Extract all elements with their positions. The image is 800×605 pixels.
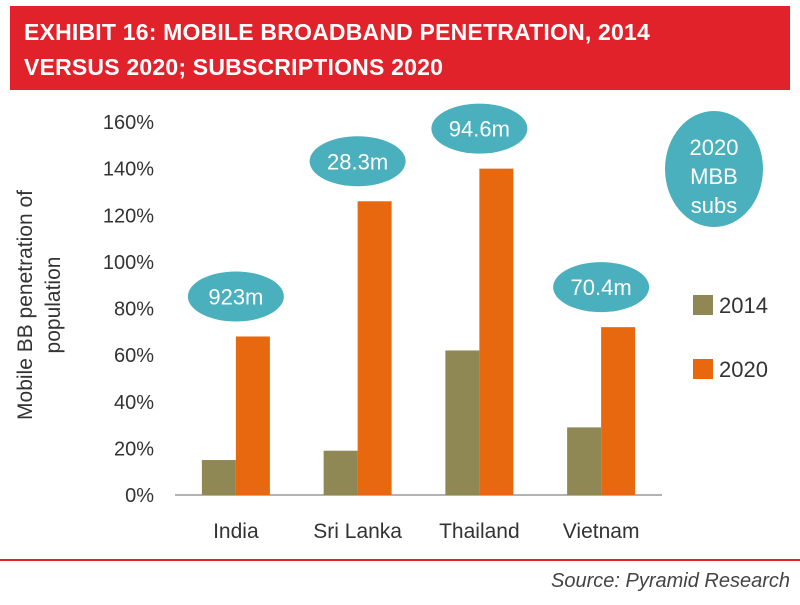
y-tick-label: 40% — [114, 392, 154, 414]
exhibit-header: EXHIBIT 16: MOBILE BROADBAND PENETRATION… — [10, 6, 790, 90]
y-tick-label: 0% — [125, 485, 154, 507]
subscription-label: 28.3m — [327, 149, 388, 174]
subscription-bubble — [187, 271, 284, 322]
subs-key-text: 2020 — [690, 135, 739, 160]
bar-2014 — [323, 450, 358, 495]
legend-label: 2020 — [719, 357, 768, 382]
legend-swatch — [693, 359, 713, 379]
subscription-bubble — [309, 136, 406, 187]
y-axis-title-line-2: population — [42, 257, 65, 354]
subs-key-bubble — [665, 111, 763, 227]
footer-divider — [0, 559, 800, 561]
bar-2020 — [357, 201, 392, 495]
bar-2020 — [235, 336, 270, 495]
y-tick-label: 120% — [103, 205, 154, 227]
x-category-label: Thailand — [439, 520, 520, 543]
source-note: Source: Pyramid Research — [551, 570, 790, 592]
y-tick-label: 140% — [103, 159, 154, 181]
y-tick-label: 160% — [103, 112, 154, 134]
exhibit-title-line-1: EXHIBIT 16: MOBILE BROADBAND PENETRATION… — [24, 19, 651, 45]
x-category-label: Vietnam — [563, 520, 640, 543]
y-axis-title-line-1: Mobile BB penetration of — [14, 190, 37, 420]
subscription-bubble — [553, 262, 650, 313]
legend-label: 2014 — [719, 293, 768, 318]
bar-2014 — [445, 350, 480, 495]
bar-2020 — [479, 168, 514, 495]
subs-key-text: MBB — [690, 164, 738, 189]
bar-2020 — [601, 327, 636, 495]
y-tick-label: 100% — [103, 252, 154, 274]
bar-2014 — [567, 427, 602, 495]
y-tick-label: 60% — [114, 345, 154, 367]
legend-swatch — [693, 295, 713, 315]
subscription-label: 923m — [208, 284, 263, 309]
subscription-label: 94.6m — [449, 117, 510, 142]
subscription-label: 70.4m — [571, 275, 632, 300]
subs-key-text: subs — [691, 193, 737, 218]
y-tick-label: 20% — [114, 438, 154, 460]
x-category-label: India — [213, 520, 259, 543]
penetration-bar-chart: Mobile BB penetration of population 0% 20% 4… — [14, 103, 768, 543]
exhibit-title-line-2: VERSUS 2020; SUBSCRIPTIONS 2020 — [24, 54, 444, 80]
bar-2014 — [201, 460, 236, 495]
subscription-bubble — [431, 103, 528, 154]
y-tick-label: 80% — [114, 299, 154, 321]
x-category-label: Sri Lanka — [313, 520, 402, 543]
